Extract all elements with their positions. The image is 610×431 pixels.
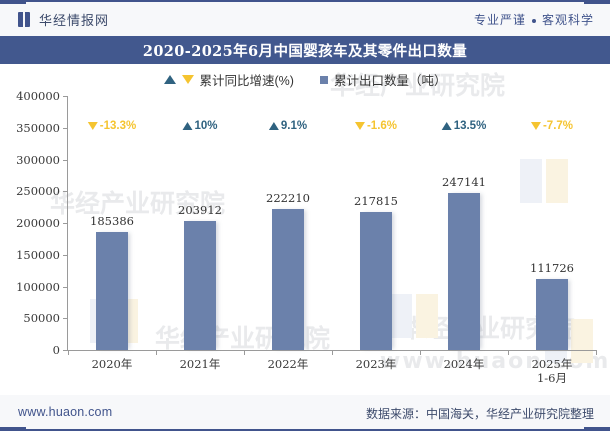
header-rule-left: [0, 0, 26, 4]
y-axis-tick-label: 150000: [16, 247, 60, 262]
growth-rate-label: 13.5%: [441, 120, 487, 132]
legend-item-volume[interactable]: 累计出口数量（吨）: [319, 70, 447, 89]
legend-label: 累计同比增速(%): [199, 74, 294, 88]
bar-value-label: 222210: [266, 190, 310, 205]
triangle-up-icon: [182, 122, 193, 130]
square-marker-icon: [319, 75, 328, 84]
slogan-dot-icon: [531, 18, 536, 23]
y-axis-tick-mark: [63, 159, 68, 161]
triangle-up-icon: [163, 75, 176, 84]
bar[interactable]: [184, 220, 216, 350]
slogan-right: 客观科学: [541, 13, 594, 27]
y-axis-tick-mark: [63, 254, 68, 256]
bar-value-label: 247141: [442, 175, 486, 190]
y-axis-tick-label: 100000: [16, 279, 60, 294]
bar-value-label: 203912: [178, 202, 222, 217]
growth-rate-value: 10%: [194, 120, 218, 132]
brand-name: 华经情报网: [39, 13, 110, 28]
x-axis-tick-label: 2020年: [91, 357, 133, 371]
x-axis-tick-label: 2025年 1-6月: [531, 357, 573, 385]
y-axis-tick-mark: [63, 318, 68, 320]
y-axis-tick-label: 300000: [16, 152, 60, 167]
footer-bar: www.huaon.com 数据来源：中国海关，华经产业研究院整理: [0, 395, 610, 431]
slogan: 专业严谨 客观科学: [474, 11, 594, 28]
growth-rate-value: 9.1%: [280, 120, 308, 132]
growth-rate-label: -7.7%: [530, 120, 574, 132]
triangle-down-icon: [354, 122, 365, 130]
footer-rule-left: [0, 427, 26, 431]
footer-rule-right: [584, 427, 610, 431]
x-axis-tick-mark: [596, 350, 597, 355]
growth-rate-label: -13.3%: [87, 120, 137, 132]
site-url[interactable]: www.huaon.com: [18, 405, 113, 419]
y-axis-tick-label: 350000: [16, 120, 60, 135]
x-axis-tick-mark: [244, 350, 245, 355]
page-title: 2020-2025年6月中国婴孩车及其零件出口数量: [0, 36, 610, 64]
data-source: 数据来源：中国海关，华经产业研究院整理: [365, 407, 594, 421]
triangle-up-icon: [268, 122, 279, 130]
bar-value-label: 111726: [530, 261, 574, 276]
chart-legend: 累计同比增速(%) 累计出口数量（吨）: [0, 70, 610, 89]
growth-rate-value: -13.3%: [99, 120, 137, 132]
bar-value-label: 185386: [90, 214, 134, 229]
book-mark-icon: [18, 12, 32, 27]
triangle-down-icon: [530, 122, 541, 130]
y-axis-tick-mark: [63, 127, 68, 129]
x-axis-tick-mark: [508, 350, 509, 355]
bar[interactable]: [536, 279, 568, 350]
y-axis-tick-label: 50000: [23, 311, 60, 326]
x-axis-tick-mark: [420, 350, 421, 355]
triangle-up-icon: [441, 122, 452, 130]
watermark-text: www.huaon.com: [380, 349, 610, 374]
growth-rate-label: 9.1%: [268, 120, 308, 132]
y-axis-tick-mark: [63, 223, 68, 224]
x-axis-tick-mark: [156, 350, 157, 355]
bar[interactable]: [448, 193, 480, 350]
x-axis-tick-mark: [68, 350, 69, 355]
slogan-left: 专业严谨: [473, 13, 526, 27]
y-axis-tick-label: 400000: [16, 89, 60, 103]
y-axis-tick-mark: [63, 286, 68, 288]
y-axis-tick-label: 200000: [16, 216, 60, 230]
triangle-down-icon: [87, 122, 98, 130]
triangle-down-icon: [181, 75, 194, 84]
y-axis-tick-mark: [63, 96, 68, 97]
plot-area: 400000 350000 300000 250000 200000 150000 1000…: [16, 89, 597, 385]
x-axis-tick-label: 2022年: [267, 357, 309, 371]
chart-area: 华经产业研究院 华经产业研究院 华经产业研究院 华经产业研究院 www.huao…: [0, 64, 610, 395]
bar-value-label: 217815: [354, 193, 398, 208]
header-rule-right: [584, 0, 610, 4]
growth-rate-value: -7.7%: [542, 120, 574, 132]
legend-label: 累计出口数量（吨）: [333, 74, 447, 88]
x-axis-tick-label: 2021年: [179, 357, 221, 371]
bar[interactable]: [96, 232, 128, 350]
bar[interactable]: [272, 208, 304, 350]
x-axis-tick-mark: [332, 350, 333, 355]
y-axis-tick-mark: [63, 191, 68, 193]
y-axis-tick-mark: [63, 350, 68, 351]
growth-rate-value: -1.6%: [366, 120, 398, 132]
legend-item-growth[interactable]: 累计同比增速(%): [163, 70, 294, 89]
growth-rate-label: -1.6%: [354, 120, 398, 132]
y-axis-tick-label: 250000: [16, 184, 60, 199]
bar[interactable]: [360, 211, 392, 350]
growth-rate-label: 10%: [182, 120, 218, 132]
growth-rate-value: 13.5%: [453, 120, 487, 132]
x-axis-tick-label: 2023年: [355, 357, 397, 371]
brand[interactable]: 华经情报网: [18, 10, 109, 29]
header-bar: 华经情报网 专业严谨 客观科学: [0, 0, 610, 36]
x-axis-tick-label: 2024年: [443, 357, 485, 371]
y-axis-tick-label: 0: [52, 343, 60, 357]
